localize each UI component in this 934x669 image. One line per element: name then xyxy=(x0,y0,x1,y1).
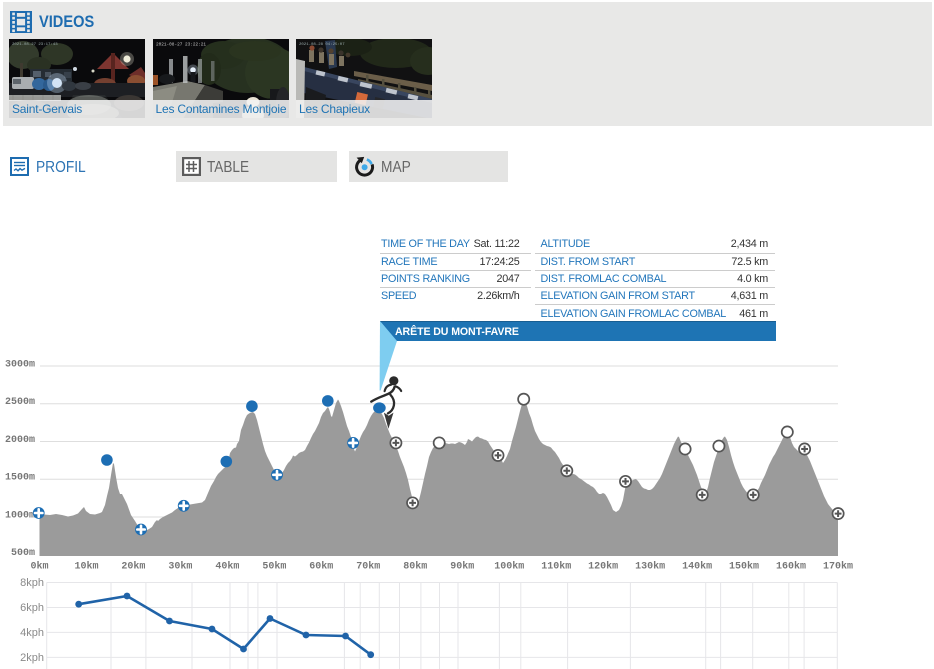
svg-text:2021-08-28 04:25:07: 2021-08-28 04:25:07 xyxy=(299,43,345,47)
svg-text:170km: 170km xyxy=(823,561,853,573)
svg-text:110km: 110km xyxy=(541,561,571,573)
svg-text:2021-08-27 23:22:21: 2021-08-27 23:22:21 xyxy=(156,42,206,47)
svg-text:0km: 0km xyxy=(30,561,48,573)
svg-text:8kph: 8kph xyxy=(20,577,44,589)
svg-text:30km: 30km xyxy=(168,561,192,573)
svg-text:70km: 70km xyxy=(356,561,380,573)
svg-text:2021-08-27 23:17:43: 2021-08-27 23:17:43 xyxy=(12,43,58,47)
svg-text:130km: 130km xyxy=(635,561,665,573)
svg-text:60km: 60km xyxy=(309,561,333,573)
svg-text:40km: 40km xyxy=(215,561,239,573)
svg-text:100km: 100km xyxy=(494,561,524,573)
svg-text:120km: 120km xyxy=(588,561,618,573)
svg-text:500m: 500m xyxy=(11,548,35,559)
svg-text:140km: 140km xyxy=(682,561,712,573)
svg-text:1000m: 1000m xyxy=(5,510,35,521)
svg-text:4kph: 4kph xyxy=(20,627,44,639)
svg-text:10km: 10km xyxy=(74,561,98,573)
svg-text:160km: 160km xyxy=(776,561,806,573)
svg-text:3000m: 3000m xyxy=(5,359,35,370)
svg-text:80km: 80km xyxy=(403,561,427,573)
svg-text:6kph: 6kph xyxy=(20,602,44,614)
svg-text:2500m: 2500m xyxy=(5,397,35,408)
svg-text:50km: 50km xyxy=(262,561,286,573)
svg-text:90km: 90km xyxy=(450,561,474,573)
svg-text:1500m: 1500m xyxy=(5,473,35,484)
svg-text:2000m: 2000m xyxy=(5,435,35,446)
svg-text:2kph: 2kph xyxy=(20,652,44,664)
svg-text:20km: 20km xyxy=(121,561,145,573)
svg-text:150km: 150km xyxy=(729,561,759,573)
